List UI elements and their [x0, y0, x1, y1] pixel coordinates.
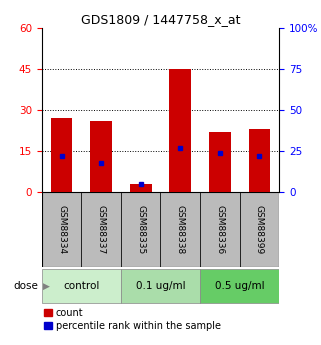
- Title: GDS1809 / 1447758_x_at: GDS1809 / 1447758_x_at: [81, 13, 240, 27]
- Text: ▶: ▶: [43, 282, 50, 290]
- Text: 0.5 ug/ml: 0.5 ug/ml: [215, 281, 265, 291]
- Bar: [121, 269, 200, 303]
- Bar: [51, 118, 73, 193]
- Bar: [42, 193, 81, 267]
- Text: GSM88336: GSM88336: [215, 205, 224, 254]
- Bar: [248, 129, 270, 193]
- Text: GSM88399: GSM88399: [255, 205, 264, 254]
- Bar: [81, 193, 121, 267]
- Text: GSM88338: GSM88338: [176, 205, 185, 254]
- Bar: [169, 69, 191, 193]
- Text: dose: dose: [14, 281, 39, 291]
- Bar: [209, 132, 231, 193]
- Text: GSM88337: GSM88337: [97, 205, 106, 254]
- Text: control: control: [63, 281, 100, 291]
- Text: GSM88334: GSM88334: [57, 205, 66, 254]
- Bar: [90, 121, 112, 193]
- Text: GSM88335: GSM88335: [136, 205, 145, 254]
- Bar: [121, 193, 160, 267]
- Bar: [160, 193, 200, 267]
- Bar: [130, 184, 152, 193]
- Bar: [200, 193, 240, 267]
- Bar: [42, 269, 121, 303]
- Legend: count, percentile rank within the sample: count, percentile rank within the sample: [44, 308, 221, 331]
- Bar: [240, 193, 279, 267]
- Text: 0.1 ug/ml: 0.1 ug/ml: [136, 281, 185, 291]
- Bar: [200, 269, 279, 303]
